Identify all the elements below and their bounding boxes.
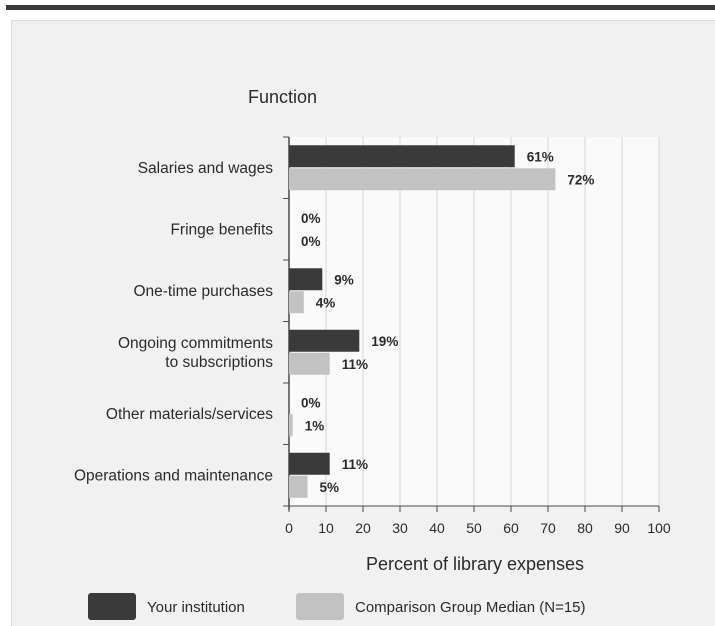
category-label: Ongoing commitments [118, 335, 273, 352]
data-label: 11% [342, 457, 368, 472]
category-label: Other materials/services [106, 406, 273, 423]
data-label: 61% [527, 149, 554, 164]
data-label: 11% [342, 357, 368, 372]
category-axis-title: Function [248, 87, 317, 107]
x-tick-label: 10 [318, 520, 334, 536]
legend-swatch-your-institution [88, 593, 136, 620]
category-label: Salaries and wages [138, 160, 274, 177]
x-tick-label: 50 [466, 520, 482, 536]
x-tick-label: 60 [503, 520, 519, 536]
x-tick-label: 100 [647, 520, 671, 536]
top-rule [6, 5, 715, 10]
data-label: 72% [567, 172, 594, 187]
bar-comparison-median [289, 352, 330, 375]
bar-comparison-median [289, 168, 556, 191]
data-label: 1% [305, 418, 325, 433]
legend-swatch-comparison-median [296, 593, 344, 620]
category-label: to subscriptions [165, 354, 273, 371]
category-label: Operations and maintenance [74, 467, 273, 484]
category-label: Fringe benefits [170, 221, 273, 238]
x-tick-label: 70 [540, 520, 556, 536]
bar-comparison-median [289, 414, 293, 437]
bar-your-institution [289, 268, 323, 291]
legend: Your institution Comparison Group Median … [88, 593, 586, 620]
data-label: 9% [334, 272, 354, 287]
bar-your-institution [289, 452, 330, 475]
bar-comparison-median [289, 475, 308, 498]
x-axis-title: Percent of library expenses [366, 554, 584, 574]
x-tick-label: 80 [577, 520, 593, 536]
bar-your-institution [289, 145, 515, 168]
data-label: 0% [301, 234, 321, 249]
bar-comparison-median [289, 291, 304, 314]
data-label: 0% [301, 395, 321, 410]
data-label: 4% [316, 295, 336, 310]
data-label: 0% [301, 211, 321, 226]
plot-area: 0 10 20 30 40 50 60 70 80 90 100 61% 72% Salaries and… [74, 136, 671, 536]
x-tick-label: 30 [392, 520, 408, 536]
data-label: 5% [320, 480, 340, 495]
x-tick-label: 0 [285, 520, 293, 536]
bar-your-institution [289, 329, 360, 352]
data-label: 19% [371, 334, 398, 349]
legend-label: Comparison Group Median (N=15) [355, 599, 586, 616]
category-label: One-time purchases [133, 283, 273, 300]
x-tick-label: 90 [614, 520, 630, 536]
x-tick-label: 20 [355, 520, 371, 536]
x-tick-label: 40 [429, 520, 445, 536]
legend-label: Your institution [147, 599, 245, 616]
